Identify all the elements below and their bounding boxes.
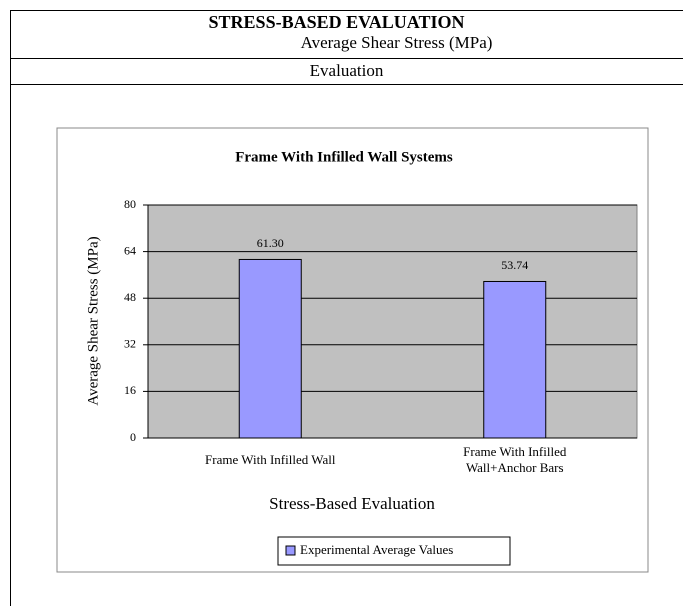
legend-label: Experimental Average Values bbox=[300, 542, 453, 557]
bar bbox=[238, 258, 302, 439]
value-label: 61.30 bbox=[257, 236, 284, 250]
y-tick-label: 16 bbox=[124, 383, 136, 397]
y-tick-label: 32 bbox=[124, 337, 136, 351]
x-tick-label: Frame With Infilled Wall+Anchor Bars bbox=[463, 444, 567, 475]
y-tick-label: 0 bbox=[130, 430, 136, 444]
table-border bbox=[10, 10, 683, 11]
section-title: Evaluation bbox=[309, 61, 384, 80]
doc-title: STRESS-BASED EVALUATION bbox=[208, 12, 465, 32]
table-border bbox=[10, 10, 11, 606]
x-axis-label: Stress-Based Evaluation bbox=[269, 494, 435, 513]
value-label: 53.74 bbox=[501, 258, 528, 272]
doc-subtitle: Average Shear Stress (MPa) bbox=[300, 33, 493, 52]
legend-box bbox=[277, 536, 511, 566]
chart-title: Frame With Infilled Wall Systems bbox=[235, 149, 453, 165]
plot-area bbox=[147, 204, 638, 439]
y-tick-label: 80 bbox=[124, 197, 136, 211]
table-border bbox=[10, 58, 683, 59]
y-tick-label: 64 bbox=[124, 243, 136, 257]
y-tick-label: 48 bbox=[124, 290, 136, 304]
y-axis-label: Average Shear Stress (MPa) bbox=[85, 236, 101, 405]
x-tick-label: Frame With Infilled Wall bbox=[205, 452, 336, 467]
bar bbox=[483, 280, 547, 439]
table-border bbox=[10, 84, 683, 85]
legend-swatch bbox=[285, 545, 296, 556]
